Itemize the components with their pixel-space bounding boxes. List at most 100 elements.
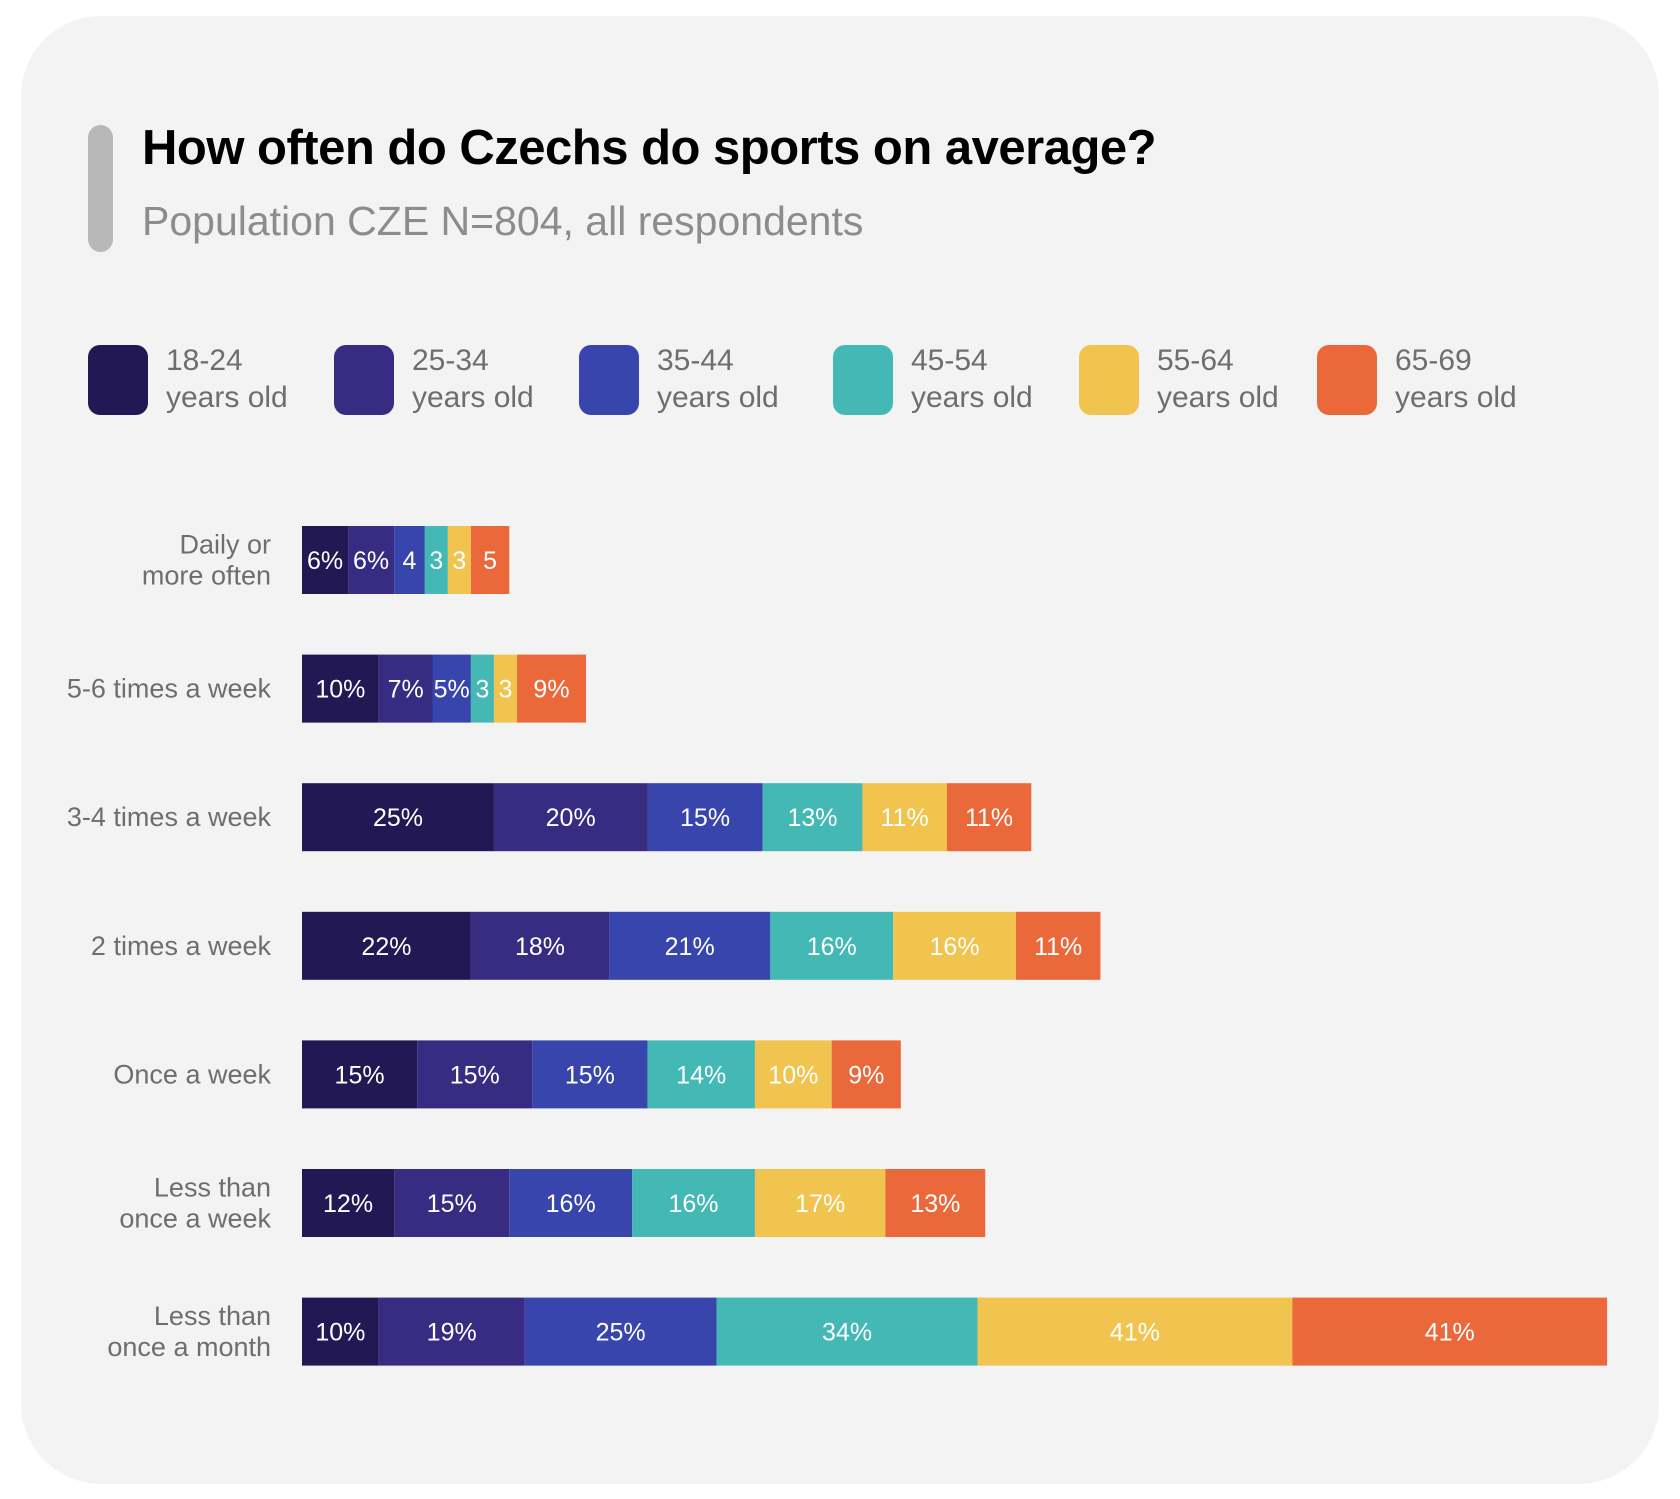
bar-segment (831, 1040, 901, 1109)
bar-segment (378, 654, 433, 723)
data-label: 10% (315, 676, 365, 704)
bar-segment (632, 1169, 755, 1237)
data-label: 7% (388, 676, 424, 704)
bar-segment (516, 654, 587, 723)
bar-segment (302, 1297, 379, 1366)
bar-segment (302, 654, 379, 723)
bar-segment (716, 1297, 978, 1366)
bar-segment (348, 526, 395, 594)
bar-segment (893, 911, 1016, 980)
data-label: 25% (596, 1319, 646, 1347)
category-label: Once a week (113, 1059, 271, 1089)
category-label: 3-4 times a week (67, 802, 272, 832)
bar-segment (378, 1297, 525, 1366)
bar-segment (470, 911, 610, 980)
data-label: 25% (373, 804, 423, 832)
bar-segment (977, 1297, 1293, 1366)
data-label: 6% (353, 547, 389, 575)
legend-swatch (1079, 345, 1139, 415)
bar-segment (470, 654, 494, 723)
category-label: Daily or more often (142, 530, 271, 591)
data-label: 16% (669, 1190, 719, 1218)
category-label: 5-6 times a week (67, 674, 272, 704)
data-label: 3 (429, 547, 443, 575)
category-label: 2 times a week (91, 931, 272, 961)
category-label: Less than once a week (119, 1173, 271, 1234)
legend-swatch (833, 345, 893, 415)
data-label: 10% (768, 1061, 818, 1089)
data-label: 18% (515, 933, 565, 961)
bar-segment (424, 526, 448, 594)
data-label: 3 (475, 676, 489, 704)
data-label: 16% (930, 933, 980, 961)
bar-segment (302, 783, 494, 852)
bar-segment (302, 526, 349, 594)
data-label: 21% (665, 933, 715, 961)
bar-segment (417, 1040, 533, 1109)
bar-segment (509, 1169, 633, 1237)
data-label: 41% (1425, 1319, 1475, 1347)
legend-label: 65-69 years old (1395, 344, 1517, 414)
data-label: 15% (450, 1061, 500, 1089)
bar-segment (754, 1169, 886, 1237)
bar-segment (754, 1040, 832, 1109)
data-label: 16% (546, 1190, 596, 1218)
bar-segment (493, 783, 648, 852)
data-label: 15% (680, 804, 730, 832)
legend-swatch (334, 345, 394, 415)
data-label: 22% (361, 933, 411, 961)
bar-segment (302, 1169, 395, 1237)
data-label: 4 (403, 547, 417, 575)
data-label: 16% (807, 933, 857, 961)
data-label: 13% (787, 804, 837, 832)
bar-segment (1015, 911, 1101, 980)
bar-segment (302, 911, 471, 980)
data-label: 11% (881, 804, 929, 832)
chart-title: How often do Czechs do sports on average… (142, 121, 1157, 175)
chart-subtitle: Population CZE N=804, all respondents (142, 198, 864, 244)
bar-segment (609, 911, 771, 980)
data-label: 41% (1110, 1319, 1160, 1347)
data-label: 5% (434, 676, 470, 704)
bar-segment (862, 783, 947, 852)
data-label: 9% (848, 1061, 884, 1089)
data-label: 10% (315, 1319, 365, 1347)
bar-segment (770, 911, 894, 980)
legend-swatch (579, 345, 639, 415)
data-label: 15% (427, 1190, 477, 1218)
bar-segment (432, 654, 471, 723)
legend-label: 55-64 years old (1157, 344, 1279, 414)
bar-segment (532, 1040, 648, 1109)
title-accent-bar (88, 125, 113, 252)
bar-segment (647, 1040, 755, 1109)
data-label: 9% (533, 676, 569, 704)
bar-segment (447, 526, 471, 594)
bar-segment (470, 526, 510, 594)
legend-label: 45-54 years old (911, 344, 1033, 414)
bar-segment (762, 783, 863, 852)
bar-segment (302, 1040, 418, 1109)
legend-label: 35-44 years old (657, 344, 779, 414)
bar-segment (394, 1169, 510, 1237)
bar-segment (394, 526, 425, 594)
bar-segment (647, 783, 763, 852)
data-label: 11% (965, 804, 1013, 832)
chart-card (21, 16, 1659, 1484)
data-label: 3 (452, 547, 466, 575)
bar-segment (493, 654, 517, 723)
bar-segment (524, 1297, 717, 1366)
data-label: 6% (307, 547, 343, 575)
data-label: 19% (427, 1319, 477, 1347)
bar-segment (946, 783, 1032, 852)
data-label: 14% (676, 1061, 726, 1089)
legend-swatch (1317, 345, 1377, 415)
bar-segment (885, 1169, 986, 1237)
data-label: 11% (1034, 933, 1082, 961)
legend-label: 25-34 years old (412, 344, 534, 414)
data-label: 15% (335, 1061, 385, 1089)
data-label: 34% (822, 1319, 872, 1347)
data-label: 17% (795, 1190, 845, 1218)
data-label: 13% (910, 1190, 960, 1218)
bar-segment (1292, 1297, 1608, 1366)
